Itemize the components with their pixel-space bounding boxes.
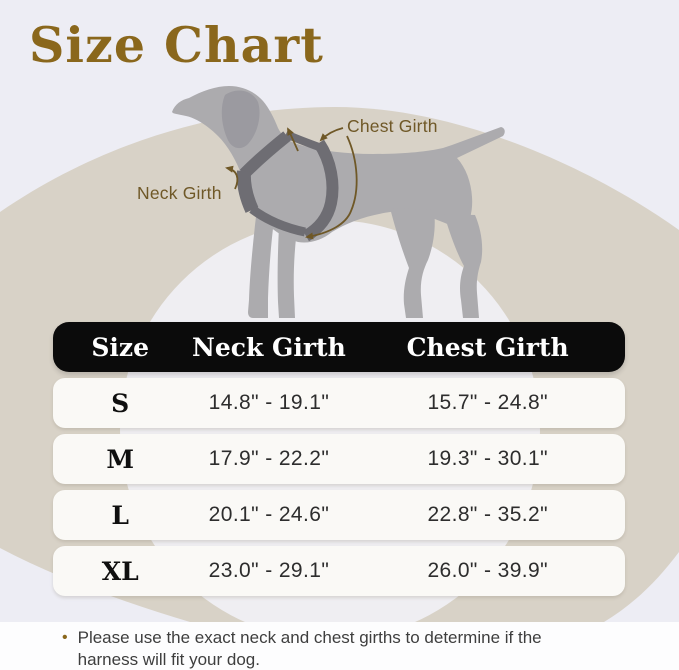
table-header-row: Size Neck Girth Chest Girth [53, 322, 625, 372]
header-chest-girth: Chest Girth [406, 332, 569, 362]
dog-front-leg-back [277, 210, 299, 318]
chest-range: 26.0" - 39.9" [427, 559, 548, 582]
harness-straps [236, 130, 339, 242]
annotation-arrows [225, 127, 358, 240]
neck-range: 14.8" - 19.1" [208, 391, 330, 414]
size-label: XL [101, 556, 139, 586]
footnote-text: Please use the exact neck and chest girt… [77, 628, 542, 669]
header-size: Size [91, 332, 150, 362]
chest-range: 22.8" - 35.2" [427, 503, 548, 526]
size-label: S [111, 388, 130, 418]
table-row-m: M 17.9" - 22.2" 19.3" - 30.1" [53, 434, 625, 484]
neck-girth-arrow [225, 165, 239, 190]
footnote: • Please use the exact neck and chest gi… [0, 622, 679, 670]
size-label: M [106, 444, 135, 474]
harness-bottom-strap [249, 205, 306, 237]
table-row-s: S 14.8" - 19.1" 15.7" - 24.8" [53, 378, 625, 428]
neck-range: 20.1" - 24.6" [208, 503, 330, 526]
chest-girth-arc-arrow [305, 135, 358, 240]
header-neck-girth: Neck Girth [192, 332, 346, 362]
dog-front-leg [248, 200, 276, 318]
withers-arrow [287, 127, 299, 152]
harness-neck-strap [239, 131, 291, 179]
size-label: L [111, 500, 129, 530]
dog-rear-leg-back [444, 214, 483, 318]
chest-range: 15.7" - 24.8" [427, 391, 548, 414]
dog-rear-leg [390, 208, 435, 318]
chest-range: 19.3" - 30.1" [427, 447, 548, 470]
neck-range: 23.0" - 29.1" [208, 559, 330, 582]
harness-girth-strap [302, 139, 339, 242]
size-table: Size Neck Girth Chest Girth S 14.8" - 19… [53, 322, 625, 596]
harness-chest-piece [236, 170, 259, 213]
dog-ear [221, 90, 260, 149]
table-row-xl: XL 23.0" - 29.1" 26.0" - 39.9" [53, 546, 625, 596]
chest-girth-top-arrow [319, 127, 344, 142]
page-title: Size Chart [29, 16, 324, 74]
neck-girth-label: Neck Girth [137, 183, 222, 203]
neck-range: 17.9" - 22.2" [208, 447, 330, 470]
bullet-icon: • [62, 629, 68, 646]
chest-girth-label: Chest Girth [347, 116, 438, 136]
table-row-l: L 20.1" - 24.6" 22.8" - 35.2" [53, 490, 625, 540]
